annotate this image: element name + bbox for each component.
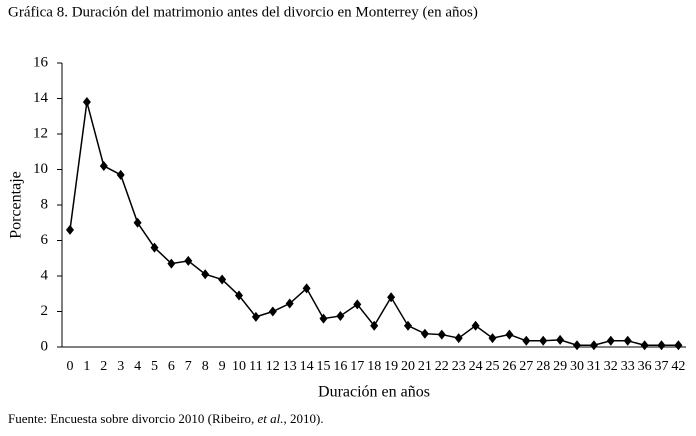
x-tick-label: 9 [219,359,226,374]
y-tick-label: 16 [33,54,49,70]
x-tick-label: 27 [519,359,533,374]
data-marker [505,329,514,340]
data-marker [251,311,260,322]
data-marker [201,269,210,280]
x-tick-label: 28 [536,359,550,374]
x-tick-label: 11 [249,359,262,374]
data-marker [184,255,193,266]
y-tick-label: 2 [41,303,49,319]
data-marker [606,335,615,346]
x-tick-label: 19 [384,359,398,374]
x-tick-label: 3 [117,359,124,374]
data-marker [640,340,649,351]
data-marker [99,160,108,171]
x-tick-label: 2 [100,359,107,374]
data-marker [302,283,311,294]
data-marker [471,320,480,331]
data-marker [573,340,581,351]
x-tick-label: 24 [469,359,483,374]
data-marker [488,333,497,344]
x-tick-label: 25 [486,359,500,374]
x-tick-label: 4 [134,359,141,374]
x-tick-label: 29 [553,359,567,374]
x-tick-label: 20 [401,359,415,374]
data-marker [116,169,125,180]
data-marker [556,334,565,345]
y-tick-label: 6 [41,232,49,248]
data-marker [218,274,227,285]
data-marker [336,310,345,321]
x-tick-label: 18 [367,359,381,374]
data-line [69,101,679,346]
y-tick-label: 14 [33,90,49,106]
x-tick-label: 16 [333,359,347,374]
y-tick-label: 10 [33,161,48,177]
x-tick-label: 23 [452,359,466,374]
data-marker [589,340,598,351]
x-tick-label: 42 [671,359,685,374]
data-marker [387,292,396,303]
x-tick-label: 31 [587,359,601,374]
x-tick-label: 14 [300,359,314,374]
x-axis-label: Duración en años [318,384,430,401]
x-tick-label: 37 [655,359,669,374]
data-marker [657,340,666,351]
x-tick-label: 5 [151,359,158,374]
x-tick-label: 15 [317,359,331,374]
x-tick-label: 12 [266,359,280,374]
x-tick-label: 21 [418,359,432,374]
y-tick-label: 12 [33,125,48,141]
y-tick-label: 0 [41,338,49,354]
y-tick-label: 8 [41,196,49,212]
data-marker [133,217,142,228]
x-tick-label: 1 [83,359,90,374]
data-marker [319,313,328,324]
x-tick-label: 0 [67,359,74,374]
y-tick-label: 4 [41,267,49,283]
data-marker [66,224,74,235]
x-tick-label: 30 [570,359,584,374]
x-tick-label: 33 [621,359,635,374]
data-marker [522,335,531,346]
y-axis-label: Porcentaje [8,171,25,239]
data-marker [150,242,159,253]
data-marker [674,340,683,351]
x-tick-label: 36 [638,359,652,374]
source-note: Fuente: Encuesta sobre divorcio 2010 (Ri… [8,411,324,426]
x-tick-label: 13 [283,359,297,374]
data-marker [437,329,446,340]
data-marker [370,320,379,331]
x-tick-label: 17 [350,359,364,374]
data-marker [167,258,176,269]
x-tick-label: 6 [168,359,175,374]
data-marker [404,320,412,331]
x-tick-label: 32 [604,359,618,374]
data-marker [285,298,294,309]
source-part: et al. [257,411,283,426]
source-part: Fuente: Encuesta sobre divorcio 2010 (Ri… [8,411,257,426]
data-marker [454,333,463,344]
data-marker [420,328,429,339]
x-tick-label: 8 [202,359,209,374]
data-marker [353,299,362,310]
data-marker [235,290,243,301]
source-part: , 2010). [283,411,323,426]
x-tick-label: 10 [232,359,246,374]
data-marker [82,97,91,108]
x-tick-label: 7 [185,359,192,374]
data-marker [623,335,632,346]
chart-title: Gráfica 8. Duración del matrimonio antes… [8,4,478,20]
data-marker [268,306,277,317]
data-marker [539,335,548,346]
x-tick-label: 26 [502,359,516,374]
x-tick-label: 22 [435,359,449,374]
